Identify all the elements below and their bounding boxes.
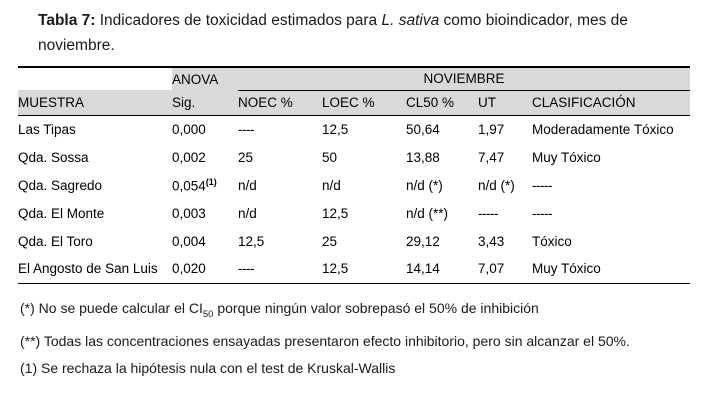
- cell-noec: n/d: [238, 205, 257, 221]
- cell-muestra: Qda. Sossa: [18, 149, 89, 165]
- cell-muestra: El Angosto de San Luis: [18, 255, 172, 284]
- column-header-cl50: CL50 %: [406, 90, 478, 116]
- column-header-loec: LOEC %: [322, 90, 406, 116]
- cell-muestra: Qda. Sagredo: [18, 177, 103, 193]
- footnote-ci50-subscript: 50: [202, 308, 214, 320]
- caption-text-after: como bioindicador, mes de noviembre.: [38, 12, 628, 54]
- cell-sig: 0,002: [172, 143, 238, 171]
- table-row: Qda. El Toro 0,004 12,5 25 29,12 3,43 Tó…: [18, 227, 690, 255]
- cell-loec: 50: [322, 149, 338, 165]
- toxicity-table-wrapper: ANOVA NOVIEMBRE MUESTRA Sig. NOEC % LOEC…: [18, 66, 690, 284]
- cell-loec: 12,5: [322, 205, 349, 221]
- cell-muestra: Qda. El Monte: [18, 205, 105, 221]
- cell-sig: 0,020: [172, 255, 238, 284]
- table-footnotes: (*) No se puede calcular el CI50 porque …: [20, 298, 696, 379]
- table-body: Las Tipas 0,000 ---- 12,5 50,64 1,97 Mod…: [18, 115, 690, 284]
- column-header-ut: UT: [478, 90, 532, 116]
- cell-noec: ----: [238, 255, 322, 284]
- cell-ut: 7,07: [478, 255, 532, 284]
- cell-ut: -----: [478, 205, 498, 221]
- cell-loec: n/d: [322, 177, 341, 193]
- table-row: Las Tipas 0,000 ---- 12,5 50,64 1,97 Mod…: [18, 115, 690, 143]
- cell-noec: 12,5: [238, 233, 265, 249]
- footnote-asterisk-before: (*) No se puede calcular el CI: [20, 300, 203, 316]
- group-header-noviembre: NOVIEMBRE: [238, 67, 690, 91]
- cell-loec: 12,5: [322, 121, 349, 137]
- cell-muestra: Las Tipas: [18, 121, 76, 137]
- cell-loec: 25: [322, 233, 338, 249]
- table-row: Qda. Sossa 0,002 25 50 13,88 7,47 Muy Tó…: [18, 143, 690, 171]
- cell-sig-value: 0,020: [172, 261, 206, 277]
- cell-ut: 3,43: [478, 233, 505, 249]
- footnote-one: (1) Se rechaza la hipótesis nula con el …: [20, 359, 396, 376]
- cell-clasificacion: Muy Tóxico: [532, 255, 690, 284]
- cell-cl50: 13,88: [406, 149, 440, 165]
- table-group-header-row: ANOVA NOVIEMBRE: [18, 67, 690, 91]
- cell-loec: 12,5: [322, 255, 406, 284]
- cell-sig: 0,000: [172, 115, 238, 143]
- cell-clasificacion: Tóxico: [532, 233, 572, 249]
- cell-cl50: n/d (**): [406, 205, 449, 221]
- cell-sig-value: 0,054: [172, 178, 206, 194]
- caption-text-before: Indicadores de toxicidad estimados para: [95, 12, 382, 29]
- cell-sig-value: 0,000: [172, 121, 206, 137]
- group-header-anova: ANOVA: [172, 67, 238, 90]
- table-row: Qda. Sagredo 0,054(1) n/d n/d n/d (*) n/…: [18, 171, 690, 199]
- cell-ut: n/d (*): [478, 177, 515, 193]
- table-row: Qda. El Monte 0,003 n/d 12,5 n/d (**) --…: [18, 199, 690, 227]
- cell-noec: n/d: [238, 177, 257, 193]
- table-head: ANOVA NOVIEMBRE MUESTRA Sig. NOEC % LOEC…: [18, 67, 690, 116]
- toxicity-table: ANOVA NOVIEMBRE MUESTRA Sig. NOEC % LOEC…: [18, 66, 690, 284]
- caption-species-italic: L. sativa: [381, 12, 440, 29]
- table-column-header-row: MUESTRA Sig. NOEC % LOEC % CL50 % UT CLA…: [18, 90, 690, 116]
- footnote-asterisk-after: porque ningún valor sobrepasó el 50% de …: [213, 300, 539, 316]
- cell-sig: 0,003: [172, 199, 238, 227]
- cell-sig: 0,004: [172, 227, 238, 255]
- cell-clasificacion: Muy Tóxico: [532, 149, 601, 165]
- cell-ut: 7,47: [478, 149, 505, 165]
- column-header-sig: Sig.: [172, 90, 238, 116]
- column-header-clasificacion: CLASIFICACIÓN: [532, 90, 690, 116]
- group-header-blank: [18, 67, 172, 90]
- table-row: El Angosto de San Luis 0,020 ---- 12,5 1…: [18, 255, 690, 284]
- cell-sig: 0,054(1): [172, 171, 238, 199]
- footnote-asterisk: (*) No se puede calcular el CI50 porque …: [20, 298, 696, 325]
- cell-sig-superscript: (1): [205, 176, 217, 187]
- cell-clasificacion: Moderadamente Tóxico: [532, 121, 674, 137]
- cell-cl50: 50,64: [406, 121, 440, 137]
- column-header-noec: NOEC %: [238, 90, 322, 116]
- cell-cl50: 14,14: [406, 255, 478, 284]
- table-caption: Tabla 7: Indicadores de toxicidad estima…: [38, 8, 668, 58]
- cell-clasificacion: -----: [532, 177, 552, 193]
- cell-sig-value: 0,004: [172, 233, 206, 249]
- cell-sig-value: 0,002: [172, 149, 206, 165]
- cell-clasificacion: -----: [532, 205, 552, 221]
- footnote-double-asterisk: (**) Todas las concentraciones ensayadas…: [20, 332, 630, 349]
- cell-cl50: 29,12: [406, 233, 440, 249]
- cell-muestra: Qda. El Toro: [18, 233, 93, 249]
- cell-sig-value: 0,003: [172, 205, 206, 221]
- cell-cl50: n/d (*): [406, 177, 443, 193]
- cell-noec: ----: [238, 121, 254, 137]
- column-header-muestra: MUESTRA: [18, 90, 172, 116]
- cell-noec: 25: [238, 149, 254, 165]
- cell-ut: 1,97: [478, 121, 505, 137]
- caption-label: Tabla 7:: [38, 12, 96, 29]
